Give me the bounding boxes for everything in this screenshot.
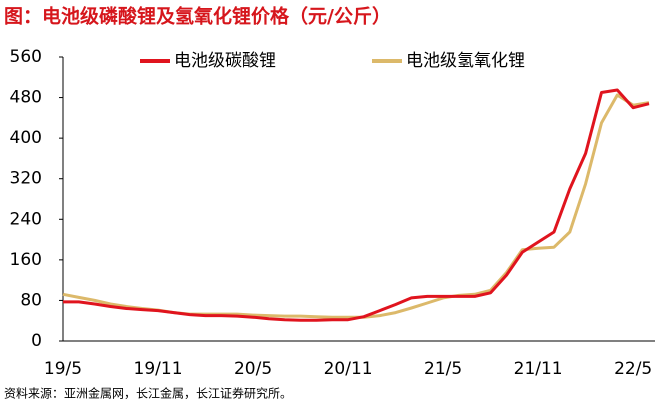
y-tick-label: 320 [10,169,42,189]
x-tick-label: 21/11 [514,359,563,379]
chart-title: 图：电池级磷酸锂及氢氧化锂价格（元/公斤） [4,5,391,28]
y-tick-label: 400 [10,128,42,148]
legend-label: 电池级碳酸锂 [174,51,276,71]
x-tick-label: 19/5 [44,359,82,379]
legend-label: 电池级氢氧化锂 [406,51,525,71]
data-line [62,93,650,319]
x-tick-label: 22/5 [614,359,652,379]
y-tick-label: 160 [10,250,42,270]
source-note: 资料来源：亚洲金属网，长江金属，长江证券研究所。 [4,386,292,401]
y-tick-label: 560 [10,47,42,67]
x-tick-label: 21/5 [424,359,462,379]
y-tick-label: 80 [20,290,42,310]
x-tick-label: 20/5 [234,359,272,379]
data-line [63,88,650,322]
y-tick-label: 480 [10,88,42,108]
x-tick-label: 20/11 [324,359,373,379]
y-tick-label: 0 [31,331,42,351]
y-tick-label: 240 [10,209,42,229]
x-tick-label: 19/11 [134,359,183,379]
